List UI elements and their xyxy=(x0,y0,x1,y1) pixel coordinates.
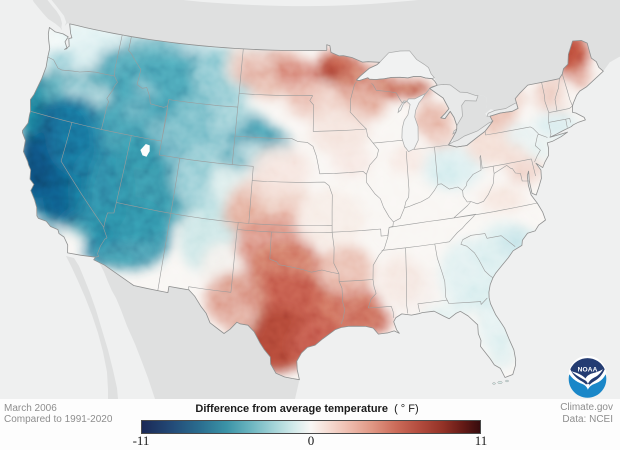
svg-text:NOAA: NOAA xyxy=(578,367,598,374)
